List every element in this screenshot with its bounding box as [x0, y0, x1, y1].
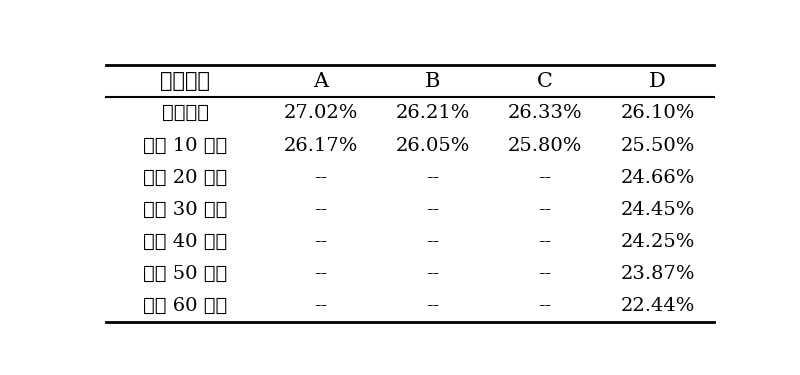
Text: 24.66%: 24.66% [621, 169, 694, 187]
Text: B: B [425, 72, 441, 91]
Text: --: -- [426, 201, 439, 219]
Text: --: -- [538, 265, 552, 283]
Text: 保藏 40 天后: 保藏 40 天后 [143, 233, 227, 251]
Text: 26.21%: 26.21% [395, 104, 470, 122]
Text: 25.80%: 25.80% [508, 136, 582, 154]
Text: 24.45%: 24.45% [621, 201, 694, 219]
Text: 27.02%: 27.02% [283, 104, 358, 122]
Text: 25.50%: 25.50% [621, 136, 694, 154]
Text: --: -- [314, 297, 327, 315]
Text: --: -- [426, 233, 439, 251]
Text: 保藏 20 天后: 保藏 20 天后 [143, 169, 227, 187]
Text: 26.10%: 26.10% [621, 104, 694, 122]
Text: 26.05%: 26.05% [395, 136, 470, 154]
Text: 测定日期: 测定日期 [160, 72, 210, 91]
Text: A: A [313, 72, 328, 91]
Text: 23.87%: 23.87% [620, 265, 695, 283]
Text: --: -- [314, 233, 327, 251]
Text: --: -- [538, 201, 552, 219]
Text: --: -- [314, 265, 327, 283]
Text: 保藏 30 天后: 保藏 30 天后 [143, 201, 227, 219]
Text: 26.33%: 26.33% [508, 104, 582, 122]
Text: 22.44%: 22.44% [621, 297, 694, 315]
Text: --: -- [538, 297, 552, 315]
Text: --: -- [314, 169, 327, 187]
Text: --: -- [314, 201, 327, 219]
Text: 保藏 50 天后: 保藏 50 天后 [143, 265, 227, 283]
Text: 制作当天: 制作当天 [162, 104, 209, 122]
Text: --: -- [426, 265, 439, 283]
Text: 24.25%: 24.25% [621, 233, 694, 251]
Text: --: -- [426, 297, 439, 315]
Text: 26.17%: 26.17% [283, 136, 358, 154]
Text: --: -- [538, 169, 552, 187]
Text: --: -- [426, 169, 439, 187]
Text: --: -- [538, 233, 552, 251]
Text: C: C [538, 72, 553, 91]
Text: 保藏 60 天后: 保藏 60 天后 [143, 297, 227, 315]
Text: 保藏 10 天后: 保藏 10 天后 [143, 136, 227, 154]
Text: D: D [649, 72, 666, 91]
